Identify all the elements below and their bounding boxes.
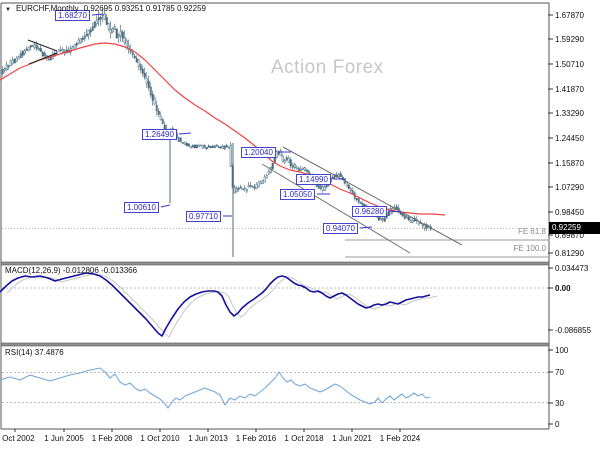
x-axis-label: 1 Feb 2008 bbox=[91, 434, 133, 443]
price-annotation-label[interactable]: 0.96280 bbox=[352, 206, 387, 217]
x-axis-label: 1 Feb 2024 bbox=[379, 434, 421, 443]
price-annotation-label[interactable]: 1.14990 bbox=[296, 174, 331, 185]
x-axis-label: 1 Oct 2002 bbox=[0, 434, 35, 443]
price-annotation-label[interactable]: 1.26490 bbox=[142, 129, 177, 140]
watermark: Action Forex bbox=[271, 57, 384, 78]
price-annotation-label[interactable]: 0.94070 bbox=[323, 223, 358, 234]
y-axis-label: 30 bbox=[555, 399, 564, 408]
y-axis-label: 1.59290 bbox=[555, 35, 584, 44]
fib-level-label: FE 100.0 bbox=[513, 244, 546, 253]
y-axis-label: 0 bbox=[555, 420, 560, 429]
y-axis-label: -0.086855 bbox=[555, 326, 592, 335]
x-axis-label: 1 Oct 2018 bbox=[284, 434, 324, 443]
fib-level-label: FE 61.8 bbox=[517, 227, 546, 236]
ohlc-values: 0.92695 0.93251 0.91785 0.92259 bbox=[83, 4, 206, 13]
price-annotation-label[interactable]: 0.97710 bbox=[186, 211, 221, 222]
x-axis-label: 1 Jun 2005 bbox=[44, 434, 84, 443]
y-axis-label: 1.07290 bbox=[555, 183, 584, 192]
y-axis-label: 1.15870 bbox=[555, 159, 584, 168]
y-axis-label: 1.24450 bbox=[555, 134, 584, 143]
chart-title: ▼ EURCHF,Monthly 0.92695 0.93251 0.91785 0… bbox=[5, 4, 206, 13]
current-price-box: 0.92259 bbox=[549, 222, 600, 234]
y-axis-label: 1.50710 bbox=[555, 60, 584, 69]
y-axis-label: 70 bbox=[555, 368, 564, 377]
y-axis-label: 0.98450 bbox=[555, 208, 584, 217]
y-axis-label: 0.89870 bbox=[555, 231, 584, 240]
y-axis-label: 1.67870 bbox=[555, 11, 584, 20]
x-axis-label: 1 Jun 2013 bbox=[188, 434, 228, 443]
y-axis-label: 0.034473 bbox=[555, 264, 589, 273]
y-axis-label: 1.33290 bbox=[555, 109, 584, 118]
macd-indicator-label: MACD(12,26,9) -0.012806 -0.013366 bbox=[5, 266, 138, 275]
price-annotation-label[interactable]: 1.05050 bbox=[280, 189, 315, 200]
y-axis-label: 0.00 bbox=[555, 284, 571, 293]
y-axis-label: 100 bbox=[555, 346, 569, 355]
x-axis-label: 1 Oct 2010 bbox=[140, 434, 180, 443]
price-annotation-label[interactable]: 1.00610 bbox=[124, 202, 159, 213]
x-axis-label: 1 Feb 2016 bbox=[235, 434, 277, 443]
rsi-indicator-label: RSI(14) 37.4876 bbox=[5, 348, 64, 357]
symbol-dropdown-icon[interactable]: ▼ bbox=[5, 7, 11, 13]
x-axis-label: 1 Jun 2021 bbox=[332, 434, 372, 443]
price-annotation-label[interactable]: 1.68270 bbox=[55, 10, 90, 21]
y-axis-label: 0.81290 bbox=[555, 249, 584, 258]
y-axis-label: 1.41870 bbox=[555, 85, 584, 94]
symbol-period-label: EURCHF,Monthly bbox=[15, 4, 79, 13]
price-annotation-label[interactable]: 1.20040 bbox=[241, 147, 276, 158]
